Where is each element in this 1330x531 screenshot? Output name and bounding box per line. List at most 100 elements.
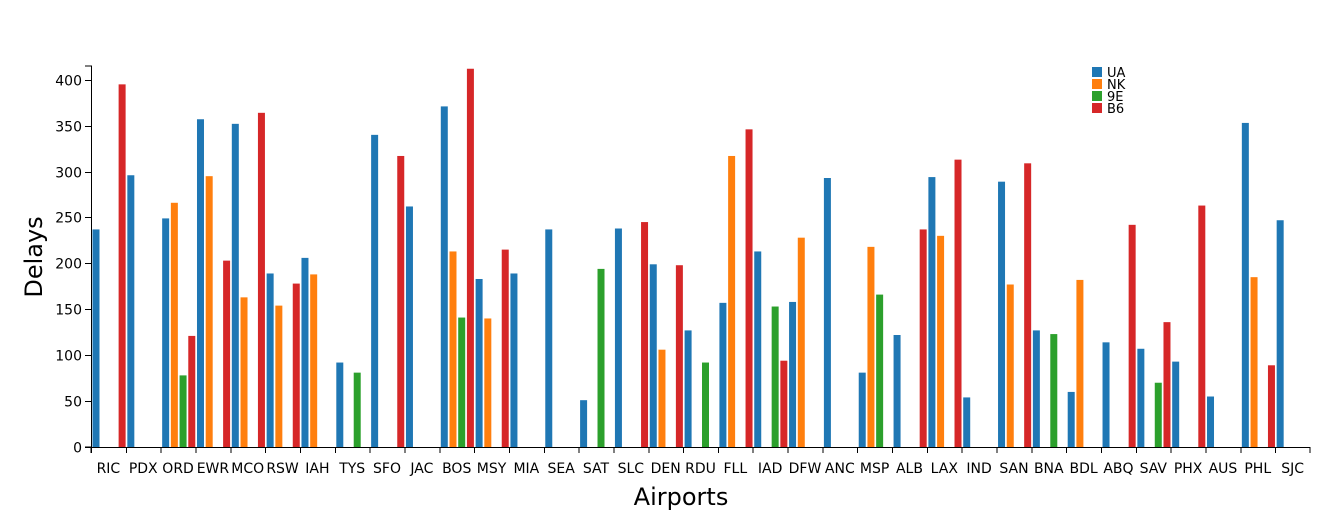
- bar-b6-ric: [118, 84, 126, 448]
- bar-b6-ewr: [223, 260, 231, 447]
- legend-label-ua: UA: [1107, 66, 1126, 81]
- x-tick-label: BDL: [1070, 461, 1098, 477]
- y-axis-title: Delays: [20, 216, 48, 297]
- x-tick-label: MCO: [231, 461, 264, 477]
- bar-ua-fll: [719, 302, 727, 447]
- legend-swatch-9e: [1092, 91, 1102, 101]
- bar-b6-bos: [466, 68, 474, 447]
- bar-ua-iah: [301, 257, 309, 447]
- bar-b6-mco: [257, 112, 265, 447]
- x-tick-label: PHL: [1244, 461, 1271, 477]
- x-tick-label: EWR: [197, 461, 230, 477]
- bar-ua-lax: [928, 177, 936, 447]
- bar-ua-ric: [92, 229, 100, 447]
- y-tick-label: 400: [55, 74, 82, 90]
- bar-ua-aus: [1207, 396, 1215, 447]
- bar-ua-abq: [1102, 342, 1110, 447]
- legend-label-b6: B6: [1107, 102, 1124, 117]
- y-tick-label: 0: [73, 441, 82, 457]
- x-tick-label: SAT: [583, 461, 610, 477]
- bar-9e-bos: [458, 317, 466, 447]
- bar-ua-jac: [405, 206, 413, 447]
- bar-b6-abq: [1128, 224, 1136, 447]
- bar-b6-rsw: [292, 283, 300, 447]
- x-tick-label: ORD: [162, 461, 194, 477]
- bar-ua-sjc: [1276, 220, 1284, 447]
- bar-ua-phl: [1241, 122, 1249, 448]
- y-axis: 0 50 100 150 200 250 300 350 400: [55, 65, 92, 457]
- x-axis-title: Airports: [634, 483, 729, 511]
- x-tick-label: SLC: [618, 461, 645, 477]
- x-tick-label: SJC: [1281, 461, 1304, 477]
- bar-ua-iad: [754, 251, 762, 447]
- bar-ua-ord: [162, 218, 170, 447]
- y-tick-label: 250: [55, 211, 82, 227]
- bar-ua-sfo: [371, 134, 379, 448]
- bar-9e-sat: [597, 268, 605, 447]
- bar-ua-rdu: [684, 330, 692, 447]
- x-tick-label: IAH: [305, 461, 329, 477]
- bar-9e-ord: [179, 375, 187, 447]
- x-tick-label: FLL: [724, 461, 748, 477]
- x-tick-label: RDU: [685, 461, 716, 477]
- bar-ua-bna: [1032, 330, 1040, 447]
- y-tick-label: 350: [55, 120, 82, 136]
- bar-9e-rdu: [702, 362, 709, 447]
- bar-ua-mia: [510, 273, 518, 447]
- bar-nk-fll: [728, 155, 736, 447]
- bar-nk-dfw: [797, 237, 805, 447]
- x-tick-label: SAV: [1140, 461, 1168, 477]
- bar-ua-phx: [1172, 361, 1180, 447]
- y-tick-label: 50: [64, 395, 82, 411]
- x-tick-label: SEA: [548, 461, 576, 477]
- bar-ua-rsw: [266, 273, 274, 447]
- bar-9e-bna: [1050, 334, 1058, 447]
- legend-swatch-b6: [1092, 103, 1102, 113]
- bar-nk-msy: [484, 318, 492, 447]
- x-tick-label: PHX: [1174, 461, 1203, 477]
- bar-b6-sfo: [397, 155, 405, 447]
- bar-nk-iah: [310, 274, 318, 447]
- x-tick-label: DEN: [651, 461, 681, 477]
- y-tick-label: 300: [55, 166, 82, 182]
- bar-b6-phx: [1198, 205, 1206, 447]
- bar-ua-tys: [336, 362, 344, 447]
- bar-nk-rsw: [275, 305, 283, 447]
- y-tick-label: 150: [55, 303, 82, 319]
- x-tick-label: MSY: [477, 461, 507, 477]
- bar-nk-ewr: [205, 176, 213, 448]
- x-tick-label: RIC: [97, 461, 121, 477]
- bar-b6-sav: [1163, 322, 1171, 447]
- x-tick-label: ABQ: [1103, 461, 1133, 477]
- x-tick-label: SAN: [999, 461, 1028, 477]
- x-tick-label: MIA: [513, 461, 539, 477]
- bar-ua-ind: [963, 397, 971, 447]
- bar-ua-pdx: [127, 175, 135, 447]
- y-tick-label: 100: [55, 349, 82, 365]
- legend-label-nk: NK: [1107, 78, 1126, 93]
- y-axis-line: [85, 65, 92, 448]
- x-tick-label: RSW: [266, 461, 299, 477]
- x-tick-label: IND: [966, 461, 991, 477]
- x-tick-label: SFO: [373, 461, 401, 477]
- bar-ua-anc: [823, 178, 831, 447]
- bar-ua-dfw: [789, 301, 797, 447]
- x-tick-label: MSP: [860, 461, 889, 477]
- bar-nk-mco: [240, 297, 248, 447]
- bar-b6-alb: [919, 229, 927, 447]
- bar-ua-slc: [614, 228, 622, 447]
- bar-ua-bdl: [1067, 391, 1075, 447]
- bar-nk-lax: [937, 235, 945, 447]
- bars-layer: [92, 68, 1284, 448]
- bar-ua-msp: [858, 372, 866, 447]
- bar-nk-den: [658, 349, 666, 447]
- x-tick-label: ALB: [896, 461, 923, 477]
- bar-ua-alb: [893, 335, 901, 447]
- bar-b6-den: [675, 265, 683, 447]
- bar-nk-ord: [170, 202, 178, 447]
- bar-nk-san: [1006, 284, 1014, 447]
- bar-nk-phl: [1250, 277, 1258, 447]
- bar-nk-bdl: [1076, 279, 1084, 447]
